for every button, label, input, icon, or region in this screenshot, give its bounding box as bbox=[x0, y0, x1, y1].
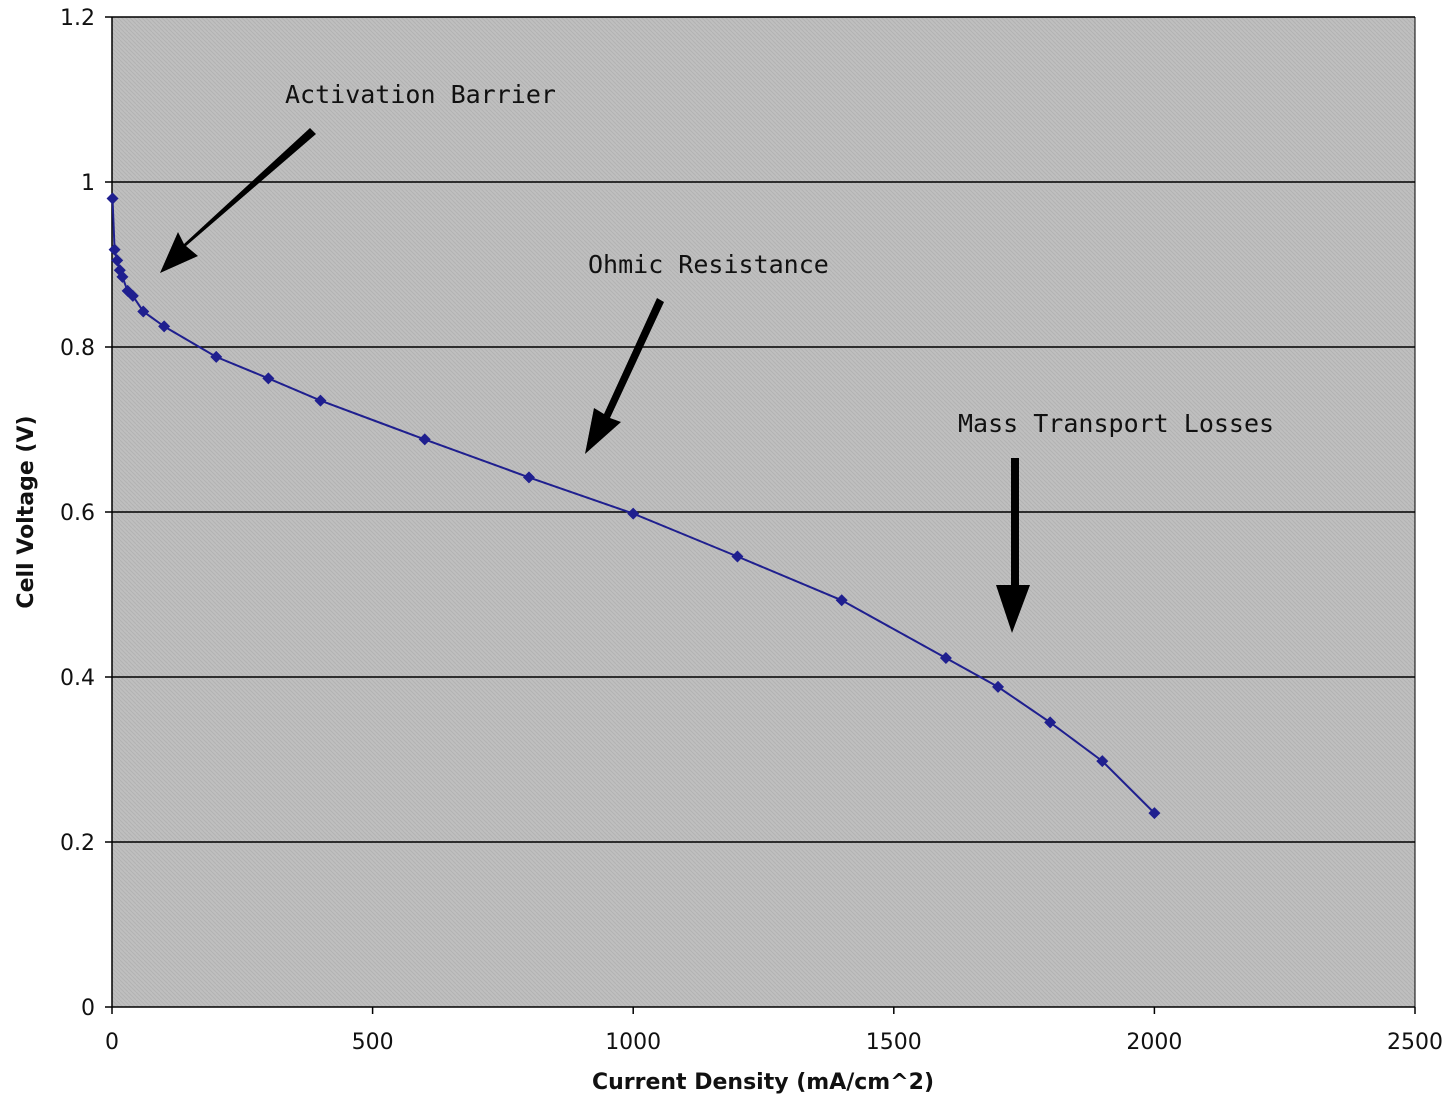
y-tick-label: 0.4 bbox=[60, 666, 95, 691]
data-point bbox=[116, 270, 129, 283]
y-tick-label: 1 bbox=[81, 171, 95, 196]
y-axis-ticks: 0 0.2 0.4 0.6 0.8 1 1.2 bbox=[60, 6, 112, 1021]
x-tick-label: 500 bbox=[352, 1030, 394, 1055]
data-point bbox=[627, 507, 640, 520]
x-axis-title: Current Density (mA/cm^2) bbox=[592, 1070, 934, 1095]
data-point bbox=[418, 433, 431, 446]
data-point bbox=[106, 192, 119, 205]
data-point bbox=[1096, 755, 1109, 768]
data-point bbox=[262, 372, 275, 385]
data-point bbox=[126, 289, 139, 302]
data-point bbox=[835, 594, 848, 607]
data-point bbox=[1044, 716, 1057, 729]
series-group bbox=[106, 192, 1161, 820]
data-point bbox=[731, 550, 744, 563]
data-point bbox=[314, 394, 327, 407]
y-tick-label: 1.2 bbox=[60, 6, 95, 31]
y-tick-label: 0 bbox=[81, 996, 95, 1021]
arrow-ohmic-resistance bbox=[585, 298, 664, 454]
y-tick-label: 0.8 bbox=[60, 336, 95, 361]
arrow-activation-barrier bbox=[160, 128, 316, 273]
x-tick-label: 1000 bbox=[605, 1030, 661, 1055]
x-tick-label: 0 bbox=[105, 1030, 119, 1055]
x-tick-label: 2500 bbox=[1387, 1030, 1443, 1055]
data-point bbox=[992, 680, 1005, 693]
data-point bbox=[111, 254, 124, 267]
arrow-mass-transport-losses bbox=[996, 458, 1030, 633]
annotation-mass-transport-losses: Mass Transport Losses bbox=[958, 409, 1274, 438]
data-point bbox=[108, 243, 121, 256]
annotation-activation-barrier: Activation Barrier bbox=[285, 80, 556, 109]
data-point bbox=[210, 350, 223, 363]
data-point bbox=[1148, 807, 1161, 820]
x-tick-label: 1500 bbox=[866, 1030, 922, 1055]
gridlines bbox=[112, 16, 1415, 843]
y-tick-label: 0.6 bbox=[60, 501, 95, 526]
data-point bbox=[522, 471, 535, 484]
data-point bbox=[158, 320, 171, 333]
y-tick-label: 0.2 bbox=[60, 831, 95, 856]
y-axis-title: Cell Voltage (V) bbox=[14, 415, 39, 608]
x-axis-ticks: 0 500 1000 1500 2000 2500 bbox=[105, 1007, 1443, 1055]
data-point bbox=[939, 652, 952, 665]
x-tick-label: 2000 bbox=[1126, 1030, 1182, 1055]
annotation-ohmic-resistance: Ohmic Resistance bbox=[588, 250, 829, 279]
data-point bbox=[137, 305, 150, 318]
